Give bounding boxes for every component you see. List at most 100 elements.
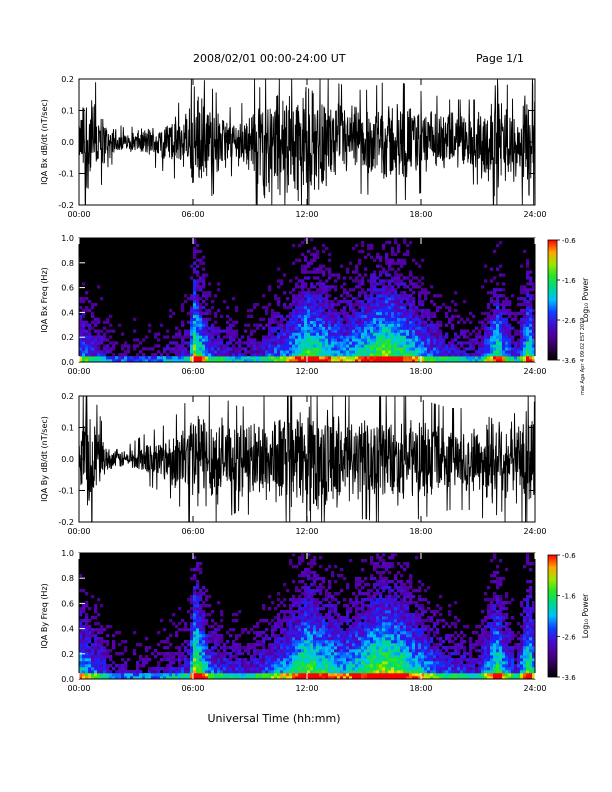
spectrogram-cell xyxy=(256,670,260,674)
spectrogram-cell xyxy=(415,323,419,327)
spectrogram-cell xyxy=(325,320,329,324)
spectrogram-cell xyxy=(364,670,368,674)
spectrogram-cell xyxy=(529,359,533,362)
spectrogram-cell xyxy=(322,580,326,584)
spectrogram-cell xyxy=(493,332,497,336)
spectrogram-cell xyxy=(385,595,389,599)
spectrogram-cell xyxy=(391,604,395,608)
spectrogram-cell xyxy=(337,652,341,656)
spectrogram-cell xyxy=(304,311,308,316)
spectrogram-cell xyxy=(463,353,467,357)
spectrogram-cell xyxy=(193,344,197,348)
spectrogram-cell xyxy=(334,604,338,608)
spectrogram-cell xyxy=(295,356,299,360)
spectrogram-cell xyxy=(283,646,287,650)
spectrogram-cell xyxy=(328,619,332,623)
spectrogram-cell xyxy=(226,640,230,644)
spectrogram-cell xyxy=(469,338,473,342)
spectrogram-cell xyxy=(235,320,239,324)
spectrogram-cell xyxy=(265,341,269,345)
spectrogram-cell xyxy=(331,655,335,659)
spectrogram-cell xyxy=(358,344,362,348)
spectrogram-cell xyxy=(427,359,431,362)
spectrogram-cell xyxy=(262,676,266,679)
spectrogram-cell xyxy=(100,649,104,653)
spectrogram-cell xyxy=(232,655,236,659)
spectrogram-by-spec xyxy=(79,553,535,679)
spectrogram-cell xyxy=(496,323,500,327)
spectrogram-cell xyxy=(484,329,488,333)
spectrogram-cell xyxy=(181,658,185,662)
spectrogram-cell xyxy=(199,613,203,617)
spectrogram-cell xyxy=(256,673,260,677)
spectrogram-cell xyxy=(205,589,209,593)
spectrogram-cell xyxy=(355,610,359,614)
spectrogram-cell xyxy=(340,667,344,671)
spectrogram-cell xyxy=(316,607,320,611)
spectrogram-cell xyxy=(274,616,278,620)
spectrogram-cell xyxy=(85,353,89,357)
spectrogram-cell xyxy=(205,344,209,348)
spectrogram-cell xyxy=(394,332,398,336)
spectrogram-cell xyxy=(325,670,329,674)
spectrogram-cell xyxy=(349,670,353,674)
spectrogram-cell xyxy=(304,329,308,333)
spectrogram-cell xyxy=(280,326,284,330)
spectrogram-cell xyxy=(391,646,395,650)
spectrogram-cell xyxy=(199,258,203,262)
spectrogram-cell xyxy=(190,634,194,638)
spectrogram-cell xyxy=(286,664,290,668)
spectrogram-cell xyxy=(100,335,104,339)
spectrogram-cell xyxy=(241,631,245,635)
spectrogram-cell xyxy=(265,323,269,327)
spectrogram-cell xyxy=(85,622,89,626)
spectrogram-cell xyxy=(199,592,203,596)
spectrogram-cell xyxy=(346,676,350,679)
spectrogram-cell xyxy=(319,359,323,362)
spectrogram-cell xyxy=(385,613,389,617)
spectrogram-cell xyxy=(385,252,389,257)
spectrogram-cell xyxy=(286,655,290,659)
spectrogram-cell xyxy=(205,655,209,659)
spectrogram-cell xyxy=(391,294,395,298)
spectrogram-cell xyxy=(298,335,302,339)
spectrogram-cell xyxy=(409,332,413,336)
spectrogram-cell xyxy=(274,320,278,324)
spectrogram-cell xyxy=(85,646,89,650)
spectrogram-cell xyxy=(187,673,191,677)
spectrogram-cell xyxy=(385,676,389,679)
spectrogram-cell xyxy=(391,616,395,620)
spectrogram-cell xyxy=(361,335,365,339)
spectrogram-cell xyxy=(280,320,284,324)
spectrogram-cell xyxy=(214,640,218,644)
spectrogram-cell xyxy=(268,288,272,292)
spectrogram-cell xyxy=(97,329,101,333)
spectrogram-cell xyxy=(214,643,218,647)
spectrogram-cell xyxy=(235,646,239,650)
spectrogram-cell xyxy=(199,607,203,611)
spectrogram-cell xyxy=(307,270,311,274)
spectrogram-cell xyxy=(406,353,410,357)
spectrogram-cell xyxy=(295,604,299,608)
spectrogram-cell xyxy=(289,353,293,357)
ylabel-by: IQA By dB/dt (nT/sec) xyxy=(40,416,49,502)
spectrogram-cell xyxy=(493,249,497,254)
spectrogram-cell xyxy=(388,326,392,330)
spectrogram-cell xyxy=(94,670,98,674)
spectrogram-cell xyxy=(307,350,311,354)
spectrogram-cell xyxy=(205,598,209,602)
spectrogram-cell xyxy=(388,556,392,560)
spectrogram-cell xyxy=(199,610,203,614)
spectrogram-cell xyxy=(499,308,503,313)
spectrogram-cell xyxy=(325,246,329,251)
spectrogram-cell xyxy=(199,323,203,327)
spectrogram-cell xyxy=(526,344,530,348)
spectrogram-cell xyxy=(262,335,266,339)
spectrogram-cell xyxy=(97,655,101,659)
spectrogram-cell xyxy=(373,258,377,262)
spectrogram-cell xyxy=(424,332,428,336)
spectrogram-cell xyxy=(136,344,140,348)
spectrogram-cell xyxy=(502,320,506,324)
spectrogram-cell xyxy=(493,311,497,316)
spectrogram-cell xyxy=(355,314,359,319)
